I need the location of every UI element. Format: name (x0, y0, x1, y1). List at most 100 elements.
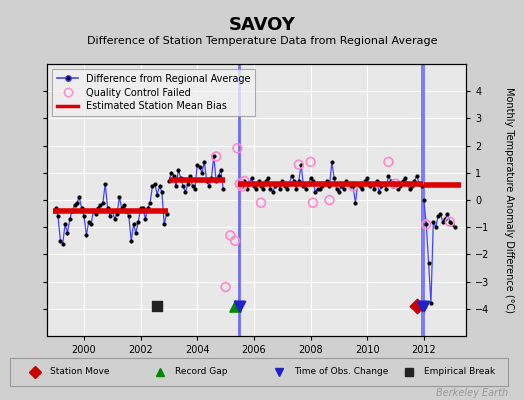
Point (382, 186, 390, 192)
Point (422, 221, 430, 228)
Point (177, 175, 185, 182)
Point (101, 180, 110, 187)
Text: Difference of Station Temperature Data from Regional Average: Difference of Station Temperature Data f… (87, 36, 437, 46)
Point (325, 197, 334, 203)
Point (356, 183, 364, 190)
Point (361, 178, 369, 184)
Point (141, 216, 149, 222)
Point (155, 183, 163, 190)
Point (294, 162, 303, 168)
Point (234, 303, 243, 309)
Point (377, 183, 386, 190)
Point (146, 200, 154, 206)
Point (351, 200, 359, 206)
Point (252, 186, 260, 192)
Point (188, 183, 196, 190)
Point (78, 205, 86, 211)
Point (238, 183, 246, 190)
Point (63, 230, 72, 236)
Point (299, 183, 308, 190)
Point (193, 162, 201, 168)
Point (266, 186, 275, 192)
Point (278, 178, 287, 184)
Point (80, 213, 88, 220)
Point (236, 180, 244, 187)
Point (384, 172, 392, 179)
Point (208, 175, 216, 182)
Point (313, 186, 322, 192)
Point (271, 183, 279, 190)
Point (384, 159, 392, 165)
Y-axis label: Monthly Temperature Anomaly Difference (°C): Monthly Temperature Anomaly Difference (… (504, 87, 514, 313)
Point (328, 159, 336, 165)
Text: SAVOY: SAVOY (228, 16, 296, 34)
Point (122, 208, 130, 214)
Point (445, 218, 454, 225)
Point (219, 186, 227, 192)
Point (417, 303, 425, 309)
Point (257, 200, 265, 206)
Point (354, 180, 362, 187)
Point (294, 178, 303, 184)
Point (238, 183, 246, 190)
Point (406, 186, 414, 192)
Point (94, 205, 102, 211)
Point (127, 238, 135, 244)
Point (202, 178, 211, 184)
Point (214, 172, 223, 179)
Text: Empirical Break: Empirical Break (423, 368, 495, 376)
Point (403, 180, 411, 187)
Point (231, 303, 239, 309)
Point (450, 224, 458, 230)
Point (448, 221, 456, 228)
Point (241, 178, 249, 184)
Point (212, 178, 221, 184)
Point (335, 189, 343, 195)
Point (243, 186, 251, 192)
Point (61, 221, 69, 228)
Point (255, 178, 263, 184)
Point (318, 183, 326, 190)
Point (99, 200, 107, 206)
Point (129, 221, 138, 228)
Point (443, 210, 452, 217)
Text: Record Gap: Record Gap (174, 368, 227, 376)
Point (261, 178, 270, 184)
Text: Berkeley Earth: Berkeley Earth (436, 388, 508, 398)
Point (87, 221, 95, 228)
Point (174, 167, 182, 173)
Point (222, 284, 230, 290)
Point (285, 180, 293, 187)
Point (398, 178, 407, 184)
Point (111, 216, 119, 222)
Point (247, 175, 256, 182)
Point (387, 178, 395, 184)
Point (82, 232, 91, 238)
Point (379, 180, 388, 187)
Point (391, 180, 400, 187)
Point (429, 218, 438, 225)
Point (415, 180, 423, 187)
Point (441, 216, 449, 222)
Point (108, 208, 116, 214)
Point (139, 205, 147, 211)
Point (70, 202, 79, 209)
Point (257, 183, 265, 190)
Point (179, 183, 187, 190)
Point (167, 170, 176, 176)
Point (103, 205, 112, 211)
Point (195, 164, 204, 170)
Point (172, 183, 180, 190)
Point (349, 183, 357, 190)
Point (56, 238, 64, 244)
Point (160, 221, 168, 228)
Point (158, 189, 166, 195)
Point (274, 180, 282, 187)
Point (396, 183, 405, 190)
Point (150, 180, 159, 187)
Point (302, 186, 310, 192)
Point (186, 172, 194, 179)
Point (342, 178, 350, 184)
Point (169, 172, 178, 179)
Point (148, 183, 157, 190)
